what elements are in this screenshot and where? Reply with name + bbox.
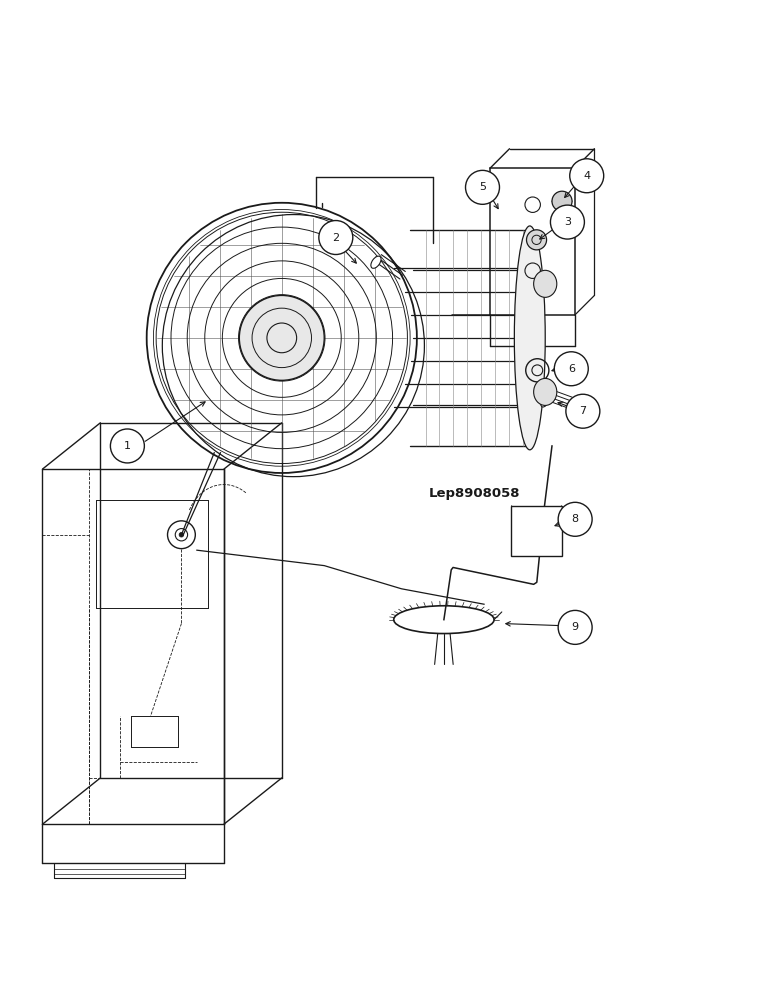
Circle shape [466,170,499,204]
Circle shape [319,221,353,255]
Ellipse shape [533,270,557,297]
Ellipse shape [540,392,550,407]
Text: 8: 8 [571,514,579,524]
Circle shape [179,532,184,537]
Text: 1: 1 [124,441,131,451]
Text: 7: 7 [579,406,587,416]
Text: 3: 3 [564,217,571,227]
Text: 4: 4 [583,171,591,181]
Circle shape [558,502,592,536]
Bar [511,506,562,556]
Text: 9: 9 [571,622,579,632]
Circle shape [552,191,572,211]
Ellipse shape [514,226,545,450]
Text: 5: 5 [479,182,486,192]
Text: Lep8908058: Lep8908058 [428,487,520,500]
Text: 2: 2 [332,233,340,243]
Circle shape [570,159,604,193]
Text: 6: 6 [567,364,575,374]
Circle shape [566,394,600,428]
Circle shape [554,352,588,386]
Circle shape [550,205,584,239]
Ellipse shape [371,256,381,268]
Ellipse shape [239,295,324,380]
Circle shape [558,610,592,644]
Circle shape [527,230,547,250]
Circle shape [110,429,144,463]
Ellipse shape [533,378,557,405]
